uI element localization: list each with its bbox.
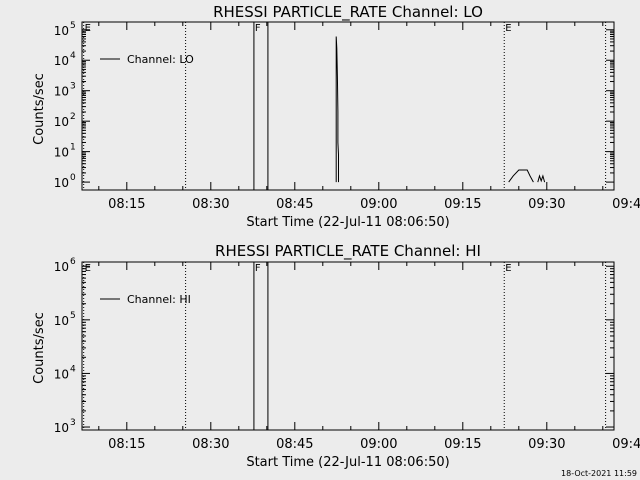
x-tick-label: 09:00 [360, 437, 397, 452]
legend-label: Channel: HI [127, 293, 191, 306]
x-tick-label: 09:30 [528, 197, 565, 212]
x-tick-label: 09:15 [444, 197, 481, 212]
y-tick-label-base: 10 [54, 85, 69, 99]
y-tick-label-exponent: 0 [70, 173, 76, 183]
data-series-line [537, 174, 546, 183]
x-tick-label: 09:30 [528, 437, 565, 452]
event-marker-label: E [505, 263, 511, 274]
x-axis-label: Start Time (22-Jul-11 08:06:50) [246, 215, 449, 230]
event-marker-label: E [85, 23, 91, 34]
y-tick-label-exponent: 6 [70, 257, 76, 267]
x-tick-label: 08:45 [276, 197, 313, 212]
y-tick-label-exponent: 5 [70, 311, 76, 321]
y-tick-label-exponent: 5 [70, 21, 76, 31]
x-tick-label: 08:30 [192, 197, 229, 212]
panel-hi-channel: RHESSI PARTICLE_RATE Channel: HI Counts/… [32, 242, 640, 470]
panel-title: RHESSI PARTICLE_RATE Channel: LO [213, 3, 483, 22]
x-axis-label: Start Time (22-Jul-11 08:06:50) [246, 455, 449, 470]
x-tick-label: 09:45 [612, 197, 640, 212]
y-tick-label-base: 10 [54, 176, 69, 190]
y-tick-label-base: 10 [54, 314, 69, 328]
y-tick-label-exponent: 2 [70, 112, 76, 122]
y-tick-label-base: 10 [54, 115, 69, 129]
y-tick-label-exponent: 1 [70, 143, 76, 153]
plot-frame [81, 261, 615, 431]
y-tick-label-base: 10 [54, 54, 69, 68]
y-axis-label: Counts/sec [32, 73, 47, 145]
y-tick-label-base: 10 [54, 260, 69, 274]
y-tick-label-exponent: 3 [70, 82, 76, 92]
panel-lo-channel: RHESSI PARTICLE_RATE Channel: LO Counts/… [32, 3, 640, 230]
y-axis-label: Counts/sec [32, 312, 47, 384]
x-tick-label: 09:15 [444, 437, 481, 452]
y-tick-label-exponent: 3 [70, 418, 76, 428]
x-tick-label: 09:00 [360, 197, 397, 212]
data-series-line [335, 36, 339, 183]
x-tick-label: 08:45 [276, 437, 313, 452]
data-series-line [508, 169, 534, 183]
y-tick-label-base: 10 [54, 421, 69, 435]
plot-frame [81, 21, 615, 191]
y-tick-label-exponent: 4 [70, 51, 76, 61]
x-tick-label: 08:15 [108, 197, 145, 212]
footer-timestamp: 18-Oct-2021 11:59 [561, 469, 637, 478]
y-tick-label-base: 10 [54, 367, 69, 381]
x-tick-label: 08:30 [192, 437, 229, 452]
event-marker-label: E [85, 263, 91, 274]
panel-title: RHESSI PARTICLE_RATE Channel: HI [215, 242, 481, 261]
event-marker-label: E [505, 23, 511, 34]
x-tick-label: 08:15 [108, 437, 145, 452]
y-tick-label-exponent: 4 [70, 364, 76, 374]
event-marker-label: F [255, 263, 261, 274]
x-tick-label: 09:45 [612, 437, 640, 452]
y-tick-label-base: 10 [54, 24, 69, 38]
legend-label: Channel: LO [127, 53, 194, 66]
y-tick-label-base: 10 [54, 146, 69, 160]
event-marker-label: F [255, 23, 261, 34]
